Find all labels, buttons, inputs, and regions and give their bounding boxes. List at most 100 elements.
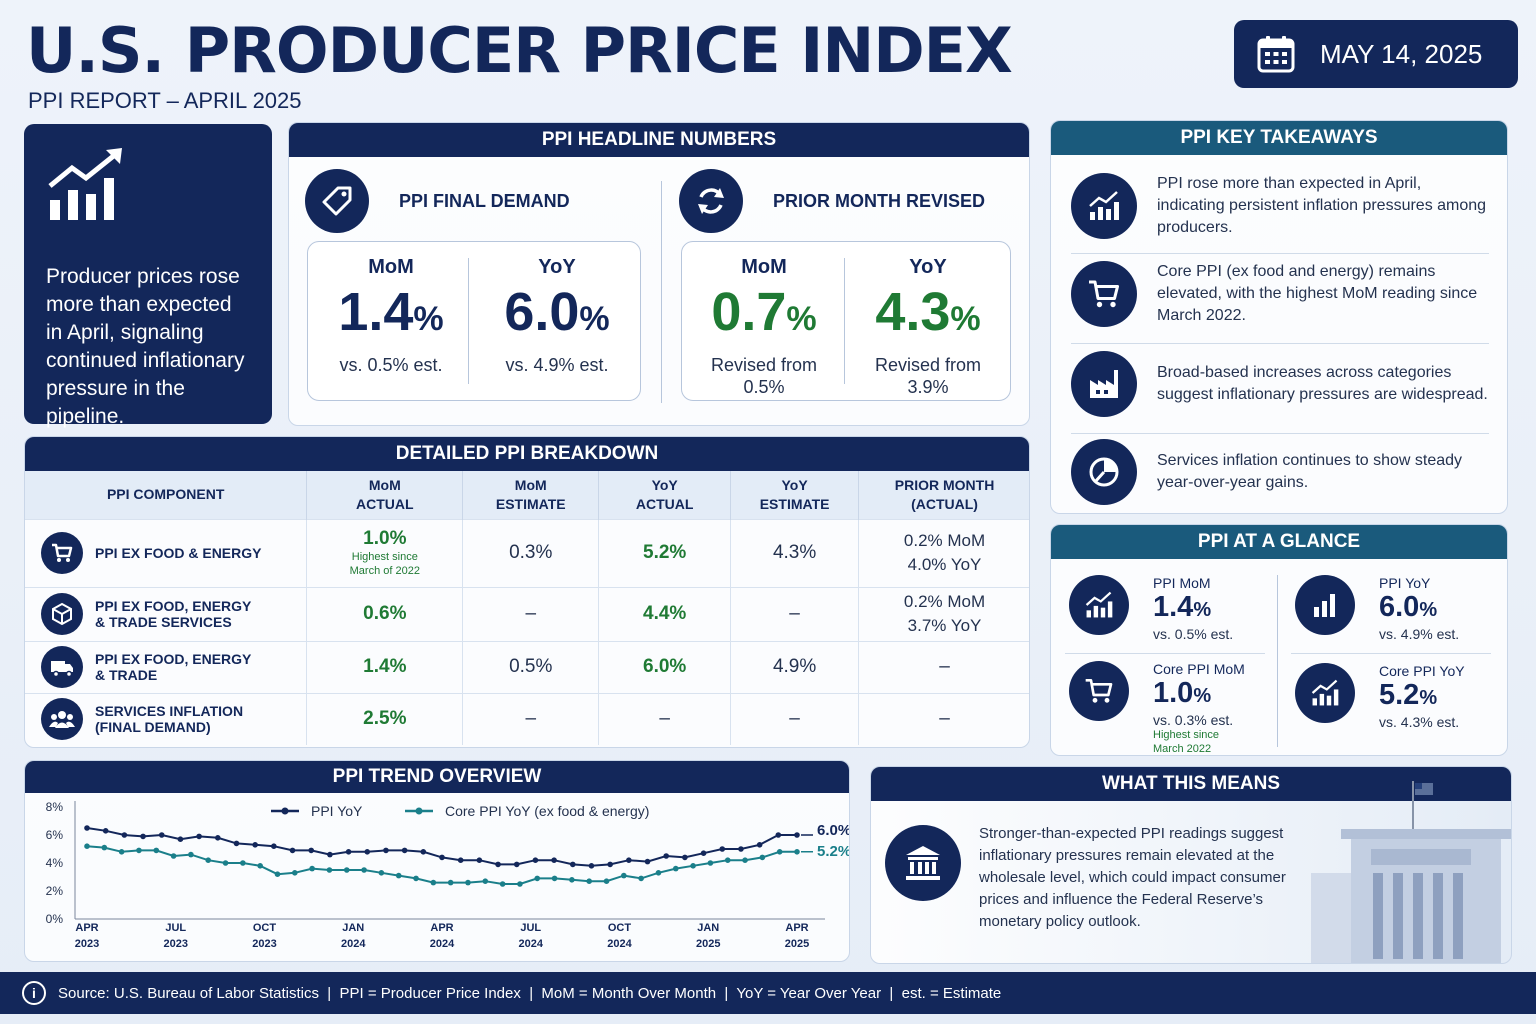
- data-point: [118, 849, 125, 855]
- divider: [1071, 343, 1489, 344]
- y-tick-label: 8%: [46, 800, 64, 814]
- prior-month: 0.2% MoM 4.0% YoY: [858, 518, 1029, 587]
- divider: [1071, 433, 1489, 434]
- legend-swatch-dot: [415, 807, 423, 815]
- x-tick-label: APR 2024: [430, 922, 455, 950]
- trend-chart: 8% 6% 4% 2% 0% APR 2023 JUL 2023 OCT 2023 JAN 2024 AP…: [46, 800, 850, 950]
- data-point: [140, 833, 146, 840]
- table-row: PPI EX FOOD, ENERGY & TRADE 1.4% 0.5% 6.…: [25, 640, 1029, 693]
- report-date: MAY 14, 2025: [1320, 38, 1483, 69]
- breakdown-table: PPI COMPONENT MoM ACTUAL MoM ESTIMATE Yo…: [25, 471, 1029, 745]
- prior-mom: MoM 0.7% Revised from 0.5%: [682, 242, 846, 398]
- truck-icon: [41, 646, 83, 688]
- legend-swatch-dot: [281, 807, 289, 815]
- col-header: MoM ESTIMATE: [462, 471, 600, 519]
- end-value-label: 5.2%: [817, 843, 850, 860]
- table-row: SERVICES INFLATION (FINAL DEMAND) 2.5% –…: [25, 692, 1029, 745]
- data-point: [551, 857, 557, 863]
- footer-text: Source: U.S. Bureau of Labor Statistics …: [58, 984, 1002, 1002]
- takeaway-text: PPI rose more than expected in April, in…: [1157, 175, 1487, 236]
- x-tick-label: OCT 2023: [252, 922, 276, 950]
- yoy-estimate: –: [730, 586, 860, 641]
- data-point: [607, 861, 613, 868]
- prior-yoy: YoY 4.3% Revised from 3.9%: [846, 242, 1010, 398]
- takeaway-text: Core PPI (ex food and energy) remains el…: [1157, 263, 1478, 324]
- data-point: [655, 870, 662, 876]
- data-point: [274, 871, 281, 877]
- prior-month: –: [858, 692, 1029, 745]
- x-tick-label: JUL 2024: [519, 922, 544, 950]
- data-point: [672, 865, 679, 872]
- calendar-icon: [1257, 36, 1295, 73]
- cart-icon: [1071, 261, 1137, 327]
- chart-up-icon: [1071, 173, 1137, 239]
- summary-text: Producer prices rose more than expected …: [46, 265, 245, 428]
- data-point: [794, 832, 800, 838]
- series-line: [86, 845, 797, 885]
- mom-note: Revised from 0.5%: [710, 355, 818, 397]
- data-point: [430, 879, 437, 886]
- data-point: [121, 832, 128, 838]
- y-tick-label: 2%: [46, 884, 64, 898]
- data-point: [252, 842, 258, 848]
- x-tick-label: JAN 2025: [696, 922, 720, 950]
- prior-month: –: [858, 640, 1029, 693]
- takeaway-item: Broad-based increases across categories …: [1071, 351, 1489, 417]
- data-point: [420, 849, 427, 855]
- glance-label: Core PPI MoM: [1153, 661, 1245, 677]
- data-point: [101, 844, 108, 851]
- divider: [1065, 653, 1265, 654]
- data-point: [738, 846, 744, 852]
- data-point: [603, 878, 610, 884]
- yoy-actual: –: [598, 692, 732, 745]
- col-header: MoM ACTUAL: [306, 471, 464, 519]
- data-point: [551, 875, 558, 882]
- mom-estimate: –: [462, 586, 600, 641]
- data-point: [158, 832, 165, 838]
- divider: [1291, 653, 1491, 654]
- data-point: [308, 847, 315, 854]
- glance-item: PPI MoM 1.4% vs. 0.5% est.: [1069, 575, 1233, 642]
- divider: [468, 258, 469, 384]
- glance-item: PPI YoY 6.0% vs. 4.9% est.: [1295, 575, 1459, 642]
- date-badge: MAY 14, 2025: [1234, 20, 1518, 88]
- data-point: [361, 867, 367, 873]
- data-point: [196, 833, 202, 840]
- yoy-estimate: 4.3%: [730, 518, 860, 587]
- footer-bar: i Source: U.S. Bureau of Labor Statistic…: [0, 972, 1536, 1014]
- legend-label: PPI YoY: [311, 803, 363, 819]
- chart-up-icon: [1295, 663, 1355, 723]
- table-row: PPI EX FOOD & ENERGY 1.0% Highest since Ma…: [25, 518, 1029, 587]
- end-value-label: 6.0%: [817, 822, 850, 839]
- legend-label: Core PPI YoY (ex food & energy): [445, 803, 649, 819]
- key-takeaways-panel: PPI KEY TAKEAWAYS PPI rose more than exp…: [1050, 120, 1508, 514]
- final-demand-mom: MoM 1.4% vs. 0.5% est.: [308, 242, 474, 376]
- data-point: [626, 857, 632, 863]
- glance-label: Core PPI YoY: [1379, 663, 1465, 679]
- x-tick-label: OCT 2024: [607, 922, 632, 950]
- col-header: PRIOR MONTH (ACTUAL): [858, 471, 1029, 519]
- glance-value: 1.4%: [1153, 591, 1212, 623]
- mom-estimate: 0.3%: [462, 518, 600, 587]
- prior-revised-header: PRIOR MONTH REVISED: [679, 169, 985, 233]
- y-tick-label: 4%: [46, 856, 64, 870]
- y-tick-label: 0%: [46, 912, 64, 926]
- data-point: [513, 861, 520, 868]
- data-point: [439, 854, 445, 861]
- yoy-note: Revised from 3.9%: [874, 355, 982, 397]
- component-name: PPI EX FOOD, ENERGY & TRADE: [95, 651, 252, 683]
- page-subtitle: PPI REPORT – APRIL 2025: [28, 88, 302, 113]
- means-title: WHAT THIS MEANS: [871, 767, 1511, 801]
- data-point: [700, 850, 707, 856]
- takeaway-text: Broad-based increases across categories …: [1157, 364, 1488, 403]
- data-point: [378, 870, 385, 876]
- people-icon: [41, 698, 83, 741]
- data-point: [794, 849, 800, 855]
- glance-title: PPI AT A GLANCE: [1051, 525, 1507, 559]
- glance-value: 6.0%: [1379, 591, 1438, 623]
- glance-label: PPI YoY: [1379, 575, 1431, 591]
- component-name: PPI EX FOOD, ENERGY & TRADE SERVICES: [95, 598, 252, 630]
- breakdown-title: DETAILED PPI BREAKDOWN: [25, 437, 1029, 471]
- yoy-note: vs. 4.9% est.: [505, 355, 609, 375]
- takeaway-item: Services inflation continues to show ste…: [1071, 439, 1489, 505]
